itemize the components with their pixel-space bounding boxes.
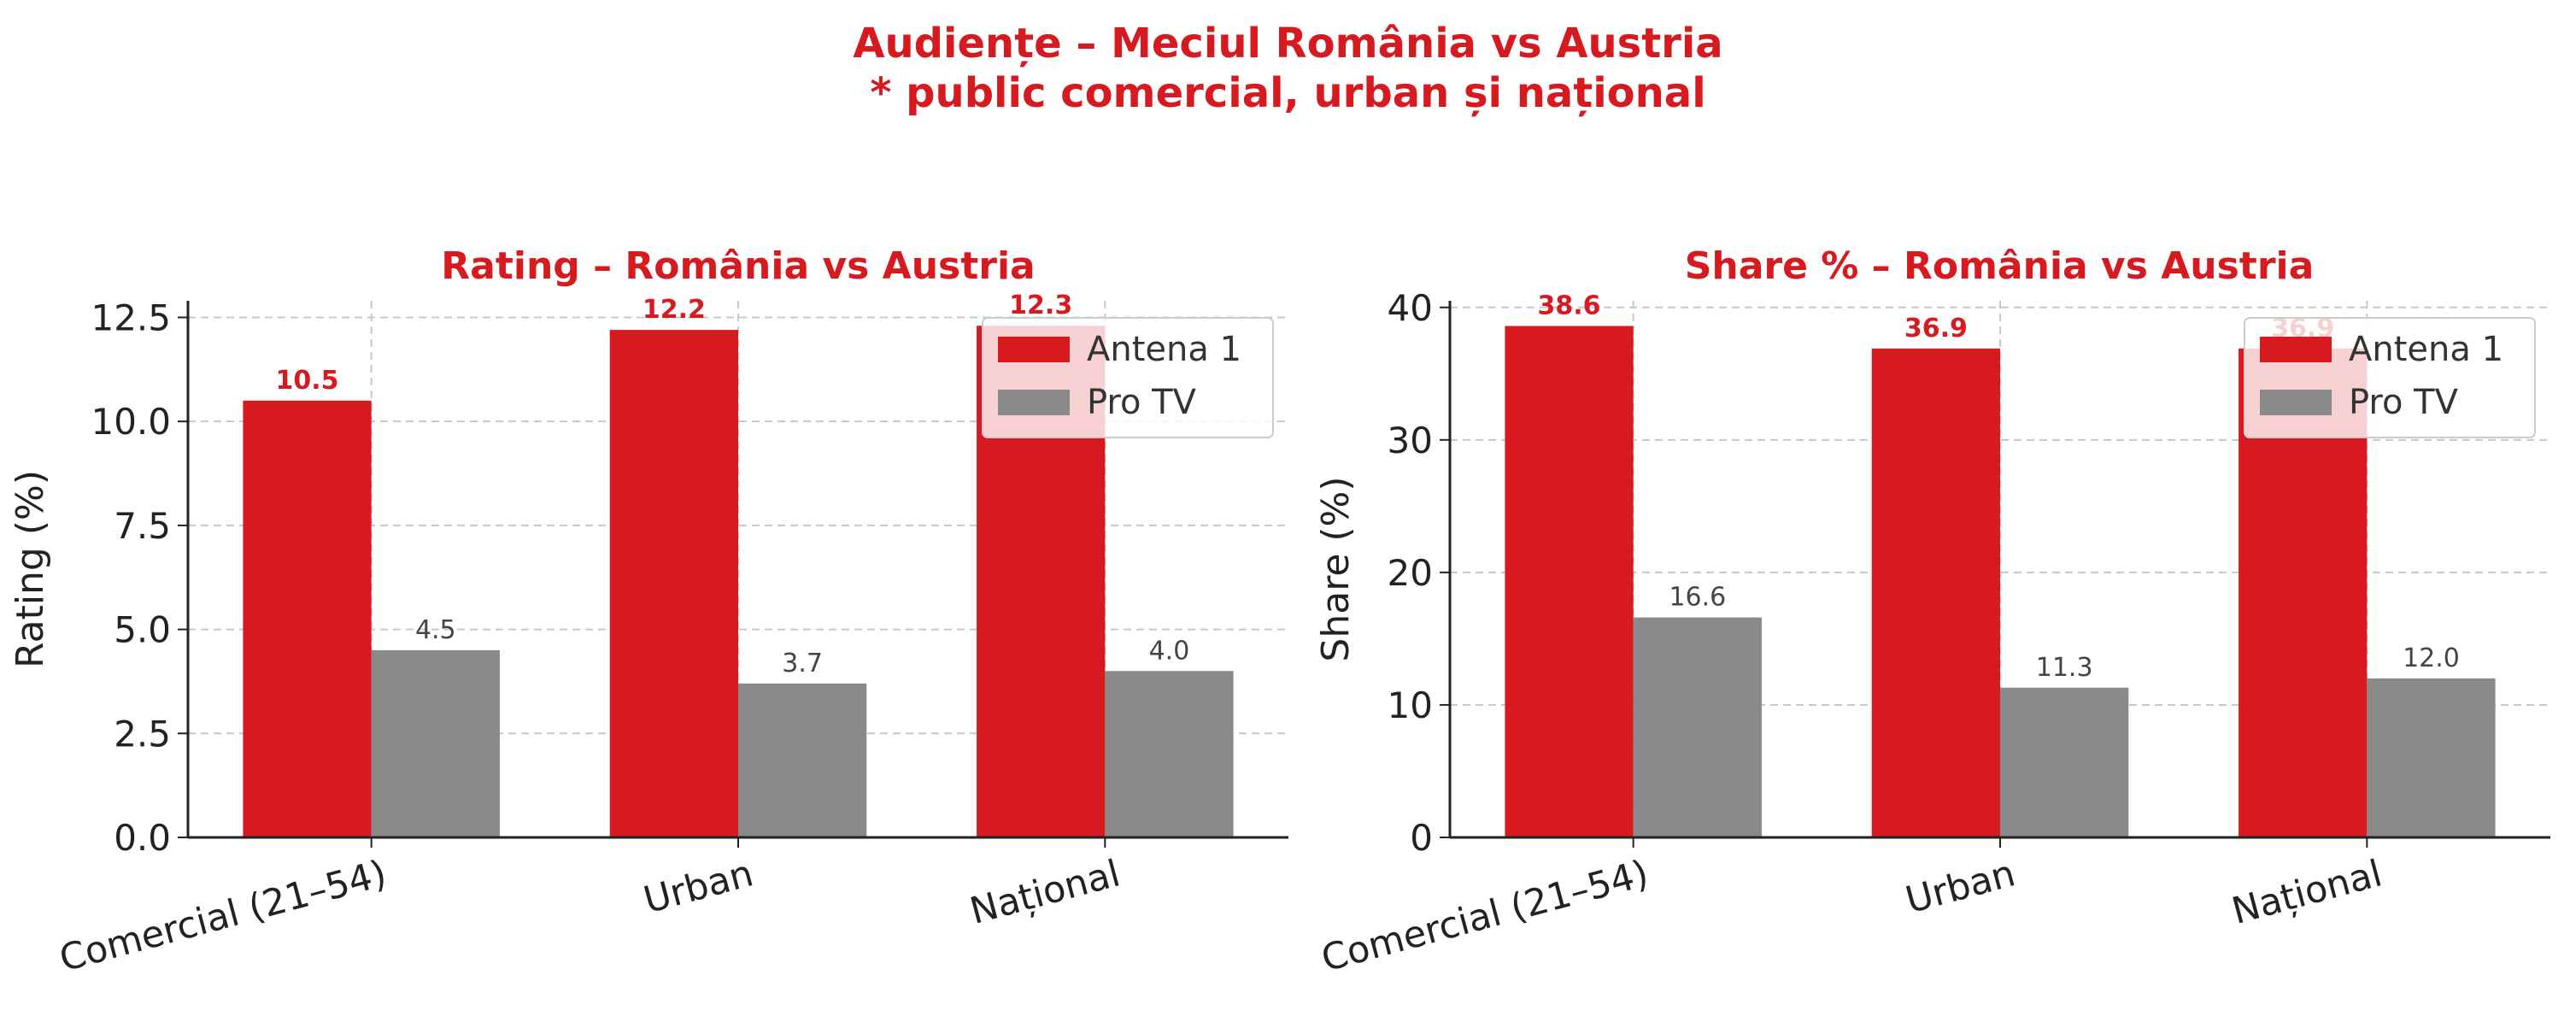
bar-antena-1 xyxy=(1505,326,1634,837)
data-label-antena-1: 36.9 xyxy=(1904,314,1968,344)
figure-title: Audiențe – Meciul România vs Austria * p… xyxy=(0,19,2576,118)
y-axis-label: Share (%) xyxy=(1314,476,1358,661)
bar-antena-1 xyxy=(1871,348,2000,837)
legend-label-pro-tv: Pro TV xyxy=(1087,383,1197,422)
bar-pro-tv xyxy=(1633,617,1762,837)
data-label-pro-tv: 12.0 xyxy=(2403,643,2460,673)
bar-pro-tv xyxy=(1105,671,1234,837)
data-label-antena-1: 38.6 xyxy=(1538,291,1601,320)
y-tick-label: 5.0 xyxy=(114,609,171,651)
legend-swatch-pro-tv xyxy=(998,390,1070,415)
data-label-pro-tv: 3.7 xyxy=(782,649,823,678)
bar-pro-tv xyxy=(2367,678,2496,837)
data-label-pro-tv: 11.3 xyxy=(2036,653,2093,683)
data-label-antena-1: 12.3 xyxy=(1009,291,1072,320)
bar-antena-1 xyxy=(243,400,372,837)
y-tick-label: 0.0 xyxy=(114,817,171,859)
y-tick-label: 10.0 xyxy=(91,401,171,443)
y-tick-label: 0 xyxy=(1410,817,1433,859)
bar-pro-tv xyxy=(371,649,500,837)
data-label-antena-1: 10.5 xyxy=(276,366,339,396)
y-tick-label: 10 xyxy=(1388,684,1433,726)
chart-title: Rating – România vs Austria xyxy=(441,244,1035,288)
figure-title-line1: Audiențe – Meciul România vs Austria xyxy=(853,20,1723,68)
x-tick-label: Urban xyxy=(639,852,758,922)
legend-swatch-antena-1 xyxy=(998,337,1070,362)
legend-swatch-antena-1 xyxy=(2260,337,2332,362)
data-label-pro-tv: 4.0 xyxy=(1149,636,1190,666)
x-tick-label: Comercial (21–54) xyxy=(56,852,391,980)
y-tick-label: 40 xyxy=(1388,287,1433,329)
y-tick-label: 12.5 xyxy=(91,297,171,338)
bar-pro-tv xyxy=(2000,687,2129,837)
data-label-pro-tv: 4.5 xyxy=(415,615,456,645)
y-tick-label: 7.5 xyxy=(114,505,171,547)
chart-title: Share % – România vs Austria xyxy=(1685,244,2315,288)
legend-label-antena-1: Antena 1 xyxy=(2349,330,2503,369)
x-tick-label: Comercial (21–54) xyxy=(1317,852,1653,980)
y-tick-label: 2.5 xyxy=(114,713,171,755)
legend-label-antena-1: Antena 1 xyxy=(1087,330,1241,369)
bar-antena-1 xyxy=(609,330,738,837)
data-label-pro-tv: 16.6 xyxy=(1669,583,1726,613)
y-tick-label: 20 xyxy=(1388,552,1433,594)
x-tick-label: Național xyxy=(965,852,1124,933)
bar-pro-tv xyxy=(738,683,867,837)
legend-swatch-pro-tv xyxy=(2260,390,2332,415)
x-tick-label: Urban xyxy=(1901,852,2020,922)
data-label-antena-1: 12.2 xyxy=(643,295,706,325)
y-axis-label: Rating (%) xyxy=(9,470,52,668)
figure-subtitle: * public comercial, urban și național xyxy=(870,69,1706,117)
legend-label-pro-tv: Pro TV xyxy=(2349,383,2459,422)
x-tick-label: Național xyxy=(2227,852,2386,933)
y-tick-label: 30 xyxy=(1388,420,1433,461)
